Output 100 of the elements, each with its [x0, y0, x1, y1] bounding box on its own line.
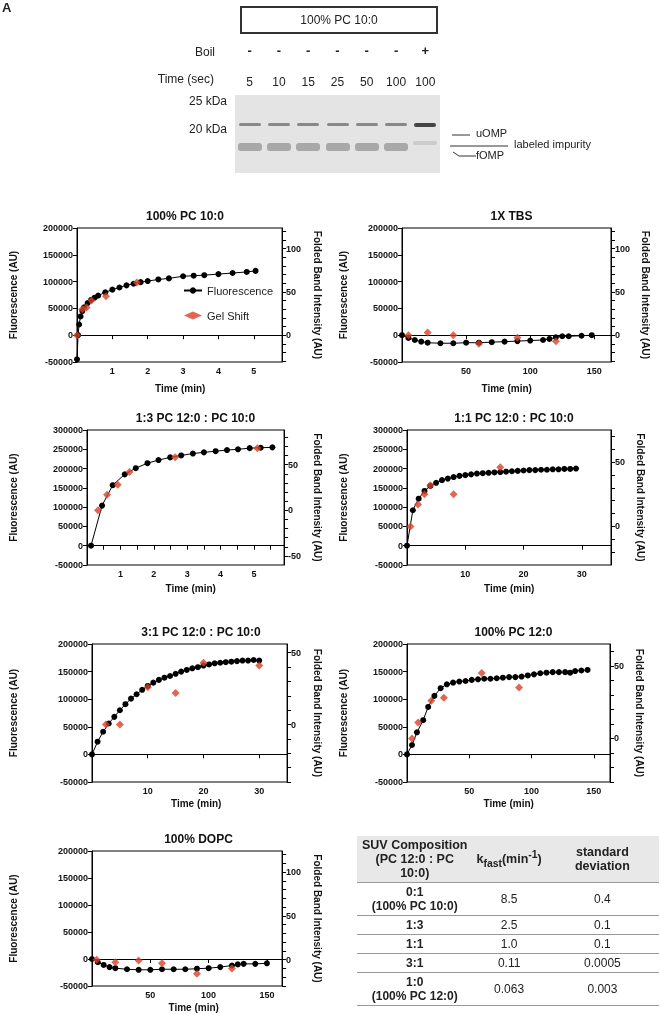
y2-tick-label: 0: [288, 505, 294, 516]
y2-axis-title: Folded Band Intensity (AU): [634, 648, 646, 778]
chart-title: 3:1 PC 12:0 : PC 10:0: [141, 625, 262, 639]
y-axis-title: Fluorescence (AU): [7, 250, 19, 340]
x-tick-label: 150: [586, 365, 602, 376]
data-label: 0.1: [545, 934, 659, 954]
y-tick-label: 100000: [57, 900, 88, 910]
y-tick-label: 150000: [52, 482, 83, 493]
y-tick-label: 100000: [42, 276, 73, 287]
y-tick-label: 250000: [372, 444, 403, 455]
x-tick-label: 100: [201, 989, 217, 1000]
y2-axis-title: Folded Band Intensity (AU): [311, 854, 323, 983]
y-tick-label: 0: [82, 749, 88, 760]
y2-tick-label: 100: [286, 867, 302, 878]
category-label: 15: [300, 75, 316, 89]
y-tick-label: 0: [397, 540, 403, 551]
chart-title: 100% DOPC: [164, 832, 234, 846]
y-tick-label: 150000: [372, 482, 403, 493]
x-tick-label: 3: [184, 568, 190, 579]
category-label: 25: [329, 75, 346, 89]
data-label: 0.4: [545, 882, 659, 916]
y-tick-label: 0: [392, 330, 398, 341]
text: Boil: [194, 45, 215, 59]
y-tick-label: 200000: [52, 463, 83, 474]
x-axis-title: Time (min): [483, 797, 534, 809]
y2-tick-label: 50: [288, 459, 299, 470]
chart-title: 1:3 PC 12:0 : PC 10:0: [135, 411, 256, 425]
y-tick-label: 0: [82, 954, 88, 964]
y-tick-label: -50000: [44, 357, 73, 367]
y2-tick-label: 0: [615, 330, 621, 341]
x-tick-label: 2: [145, 365, 151, 376]
y-tick-label: 200000: [372, 463, 403, 474]
category-label: 1:3: [357, 915, 473, 935]
y-tick-label: -50000: [374, 560, 403, 570]
text: -: [246, 43, 253, 58]
y2-tick-label: 0: [286, 954, 292, 965]
text: -: [363, 43, 370, 58]
text: 20 kDa: [188, 122, 227, 136]
chart-title: 100% PC 10:0: [145, 209, 225, 223]
x-tick-label: 20: [198, 785, 209, 796]
text: k$_{fast}$(min$^{-1}$): [472, 836, 546, 883]
y-tick-label: 300000: [52, 425, 83, 435]
y-tick-label: 100000: [367, 276, 398, 287]
y-tick-label: -50000: [59, 981, 88, 991]
y-axis-title: Fluorescence (AU): [337, 668, 349, 758]
x-tick-label: 10: [142, 785, 153, 796]
category-label: 100: [414, 75, 437, 89]
y2-tick-label: 50: [291, 647, 302, 658]
text: -: [392, 43, 400, 58]
y-tick-label: 150000: [42, 249, 73, 260]
y-tick-label: 200000: [42, 223, 73, 233]
y-tick-label: 50000: [62, 927, 88, 937]
y-tick-label: 100000: [372, 502, 403, 513]
category-label: 1:1: [357, 934, 473, 954]
x-tick-label: 2: [151, 568, 157, 579]
x-tick-label: 1: [109, 365, 115, 376]
category-label: 1:0 (100% PC 12:0): [357, 972, 473, 1006]
y2-tick-label: 100: [286, 243, 302, 254]
text: -: [275, 43, 283, 58]
y2-axis-title: Folded Band Intensity (AU): [311, 433, 323, 562]
text: 25 kDa: [188, 94, 227, 108]
y-tick-label: 100000: [52, 502, 83, 513]
category-label: 5: [245, 75, 254, 89]
y-tick-label: 50000: [372, 303, 398, 314]
y2-tick-label: 50: [286, 286, 297, 297]
x-axis-title: Time (min): [171, 797, 222, 809]
y2-tick-label: 50: [615, 457, 626, 468]
category-label: 50: [359, 75, 375, 89]
x-tick-label: 100: [524, 785, 540, 796]
x-axis-title: Time (min): [481, 382, 532, 394]
y-tick-label: 150000: [372, 666, 403, 677]
x-tick-label: 4: [218, 568, 224, 579]
y-axis-title: Fluorescence (AU): [337, 250, 349, 340]
x-tick-label: 4: [215, 365, 221, 376]
x-tick-label: 3: [180, 365, 186, 376]
y-tick-label: 50000: [377, 721, 403, 732]
text: 100% PC 10:0: [240, 6, 438, 34]
text: +: [420, 43, 431, 58]
chart-title: 1:1 PC 12:0 : PC 10:0: [454, 411, 575, 425]
x-tick-label: 5: [251, 365, 257, 376]
y-tick-label: 200000: [57, 846, 88, 856]
chart-title: 100% PC 12:0: [474, 625, 553, 639]
text: uOMP: [476, 127, 508, 139]
x-tick-label: 10: [460, 568, 471, 579]
y2-tick-label: 0: [615, 521, 621, 532]
y-tick-label: -50000: [54, 560, 83, 570]
data-label: 0.003: [545, 972, 659, 1006]
x-axis-title: Time (min): [168, 1001, 219, 1013]
y-tick-label: 200000: [372, 639, 403, 649]
y-axis-title: Fluorescence (AU): [7, 453, 19, 542]
x-tick-label: 50: [461, 365, 472, 376]
data-label: 0.063: [472, 972, 546, 1006]
category-label: 100: [385, 75, 408, 89]
data-label: 2.5: [472, 915, 546, 935]
y2-tick-label: 50: [286, 910, 297, 921]
y-tick-label: 100000: [372, 694, 403, 705]
y-tick-label: -50000: [59, 777, 88, 787]
y2-tick-label: 50: [615, 286, 626, 297]
data-label: 0.11: [472, 953, 546, 973]
text: -: [334, 43, 341, 58]
